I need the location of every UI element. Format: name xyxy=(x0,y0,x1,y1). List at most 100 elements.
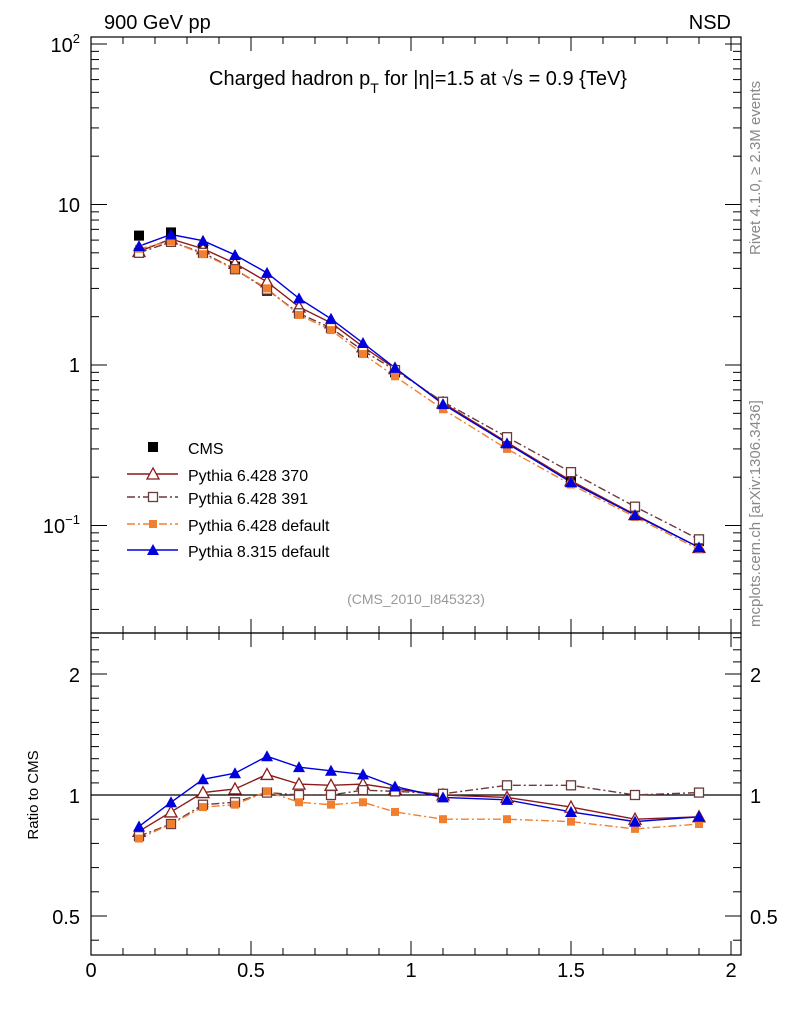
ratio-point-s3-9 xyxy=(437,791,449,803)
ratio-point-s0-3 xyxy=(227,781,243,795)
ratio-point-s0-4 xyxy=(259,767,275,781)
ratio-point-s2-9 xyxy=(439,815,447,824)
top-point-s4-8 xyxy=(389,361,401,373)
top-point-s4-5 xyxy=(293,292,305,304)
ratio-point-s0-1 xyxy=(163,804,179,818)
rivet-version-label: Rivet 4.1.0, ≥ 2.3M events xyxy=(747,81,764,255)
x-tick-label-0.5: 0.5 xyxy=(237,960,265,982)
top-point-s2-11 xyxy=(565,466,577,478)
ratio-point-s3-7 xyxy=(357,768,369,780)
ratio-point-s1-5 xyxy=(293,789,305,801)
top-point-s3-7 xyxy=(359,350,367,359)
top-point-s4-6 xyxy=(325,312,337,324)
ratio-point-s3-5 xyxy=(293,761,305,773)
ratio-point-s3-10 xyxy=(501,793,513,805)
top-point-s3-4 xyxy=(263,284,271,293)
top-series-line-3 xyxy=(138,240,700,550)
top-series-line-2 xyxy=(138,241,700,540)
data-markers xyxy=(131,227,707,843)
legend-marker-1 xyxy=(145,466,161,480)
ratio-point-s1-7 xyxy=(357,785,369,796)
top-point-s4-1 xyxy=(165,228,177,240)
ratio-point-s3-2 xyxy=(197,773,209,785)
y-tick-label-10: 10 xyxy=(58,195,80,217)
top-point-s3-10 xyxy=(503,444,511,453)
top-series-line-4 xyxy=(138,233,700,549)
ratio-point-s3-12 xyxy=(629,815,641,827)
header-right: NSD xyxy=(689,12,731,34)
ratio-point-s3-8 xyxy=(389,780,401,792)
ratio-point-s3-13 xyxy=(693,810,705,822)
ratio-point-s1-11 xyxy=(565,780,577,791)
top-point-s4-4 xyxy=(261,266,273,278)
ratio-point-s2-10 xyxy=(503,815,511,824)
analysis-id-watermark: (CMS_2010_I845323) xyxy=(347,591,485,607)
y-tick-label-1: 1 xyxy=(69,355,80,377)
legend-marker-3 xyxy=(149,520,157,528)
ratio-point-s1-12 xyxy=(629,789,641,801)
top-point-s4-11 xyxy=(565,476,577,488)
curves xyxy=(138,233,700,840)
ratio-point-s3-0 xyxy=(133,820,145,832)
top-point-s3-8 xyxy=(391,372,399,381)
y-tick-label-100: 102 xyxy=(51,31,80,57)
ratio-point-s2-0 xyxy=(135,834,143,843)
ratio-y-tick-label-1: 1 xyxy=(69,786,80,808)
ratio-point-s3-6 xyxy=(325,764,337,776)
ratio-panel-frame xyxy=(90,632,742,956)
ratio-y-tick-label-2: 2 xyxy=(69,665,80,687)
header-left: 900 GeV pp xyxy=(104,12,211,34)
ratio-point-s0-5 xyxy=(291,776,307,790)
ratio-point-s2-5 xyxy=(295,798,303,807)
top-point-s4-10 xyxy=(501,437,513,449)
top-point-s3-2 xyxy=(199,250,207,259)
ratio-point-s3-3 xyxy=(229,767,241,779)
axis-ticks xyxy=(90,37,741,955)
top-point-s0-0 xyxy=(134,230,144,241)
legend xyxy=(127,442,178,555)
ratio-point-s0-2 xyxy=(195,785,211,799)
ratio-y-tick-label-0.5: 0.5 xyxy=(52,907,80,929)
ratio-point-s1-6 xyxy=(325,789,337,801)
ratio-series-line-2 xyxy=(138,790,700,840)
legend-marker-4 xyxy=(147,544,159,555)
ratio-point-s1-10 xyxy=(501,780,513,791)
ratio-point-s3-11 xyxy=(565,805,577,817)
x-tick-label-0: 0 xyxy=(85,960,96,982)
top-point-s4-7 xyxy=(357,337,369,349)
legend-label-pythia8-default: Pythia 8.315 default xyxy=(188,544,330,561)
ratio-point-s2-6 xyxy=(327,800,335,809)
legend-marker-2 xyxy=(147,491,159,503)
ratio-point-s2-12 xyxy=(631,824,639,833)
ratio-point-s2-8 xyxy=(391,807,399,816)
legend-label-pythia6-370: Pythia 6.428 370 xyxy=(188,468,308,485)
x-tick-label-1.5: 1.5 xyxy=(557,960,585,982)
ratio-series-line-1 xyxy=(138,784,700,837)
ratio-series-line-3 xyxy=(138,755,700,828)
ratio-series-line-0 xyxy=(138,773,700,832)
legend-label-cms: CMS xyxy=(188,441,224,458)
ratio-y-axis-label: Ratio to CMS xyxy=(25,750,42,839)
ratio-point-s1-13 xyxy=(693,787,705,798)
top-point-s4-2 xyxy=(197,234,209,246)
y-tick-label-0.1: 10−1 xyxy=(43,512,80,538)
ratio-point-s2-4 xyxy=(263,787,271,796)
plot-title: Charged hadron pT for |η|=1.5 at √s = 0.… xyxy=(209,68,627,96)
ratio-y-tick-label-right-1: 1 xyxy=(750,786,761,808)
top-point-s4-13 xyxy=(693,541,705,553)
legend-label-pythia6-default: Pythia 6.428 default xyxy=(188,518,330,535)
ratio-point-s2-11 xyxy=(567,817,575,826)
legend-label-pythia6-391: Pythia 6.428 391 xyxy=(188,491,308,508)
top-point-s3-3 xyxy=(231,265,239,274)
ratio-y-tick-label-right-0.5: 0.5 xyxy=(750,907,778,929)
mcplots-label: mcplots.cern.ch [arXiv:1306.3436] xyxy=(747,400,764,627)
ratio-point-s2-13 xyxy=(695,820,703,829)
legend-marker-0 xyxy=(148,442,158,452)
ratio-point-s2-2 xyxy=(199,803,207,812)
top-point-s4-0 xyxy=(133,240,145,252)
ratio-point-s2-7 xyxy=(359,798,367,807)
ratio-y-tick-label-right-2: 2 xyxy=(750,665,761,687)
ratio-point-s3-4 xyxy=(261,750,273,762)
top-point-s3-6 xyxy=(327,326,335,335)
